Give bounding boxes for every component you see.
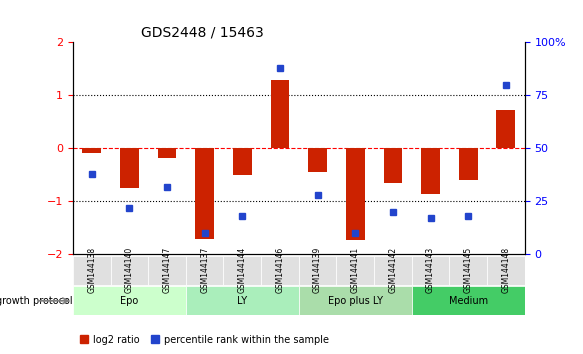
Text: GDS2448 / 15463: GDS2448 / 15463 (141, 26, 264, 40)
Text: GSM144145: GSM144145 (463, 247, 473, 293)
Text: Epo: Epo (120, 296, 139, 306)
FancyBboxPatch shape (487, 256, 525, 285)
FancyBboxPatch shape (186, 286, 299, 315)
FancyBboxPatch shape (412, 286, 525, 315)
Text: Medium: Medium (449, 296, 488, 306)
FancyBboxPatch shape (374, 256, 412, 285)
Text: GSM144139: GSM144139 (313, 247, 322, 293)
Bar (497, 110, 515, 148)
Text: LY: LY (237, 296, 247, 306)
Text: GSM144142: GSM144142 (388, 247, 398, 293)
Bar (271, 80, 289, 148)
Bar (308, 148, 327, 172)
Text: GSM144137: GSM144137 (200, 247, 209, 293)
Text: GSM144143: GSM144143 (426, 247, 435, 293)
FancyBboxPatch shape (148, 256, 186, 285)
Bar (421, 148, 440, 194)
Text: GSM144141: GSM144141 (351, 247, 360, 293)
FancyBboxPatch shape (186, 256, 223, 285)
Text: GSM144146: GSM144146 (275, 247, 285, 293)
Text: Epo plus LY: Epo plus LY (328, 296, 383, 306)
FancyBboxPatch shape (261, 256, 299, 285)
Legend: log2 ratio, percentile rank within the sample: log2 ratio, percentile rank within the s… (75, 331, 333, 349)
FancyBboxPatch shape (336, 256, 374, 285)
Text: GSM144147: GSM144147 (163, 247, 171, 293)
FancyBboxPatch shape (223, 256, 261, 285)
Bar (157, 148, 177, 158)
Bar (120, 148, 139, 188)
Text: GSM144140: GSM144140 (125, 247, 134, 293)
FancyBboxPatch shape (111, 256, 148, 285)
Bar (233, 148, 252, 175)
Text: GSM144138: GSM144138 (87, 247, 96, 293)
Bar (346, 148, 365, 240)
Text: GSM144148: GSM144148 (501, 247, 510, 293)
Bar (195, 148, 214, 239)
FancyBboxPatch shape (412, 256, 449, 285)
Bar (459, 148, 477, 180)
Bar (82, 148, 101, 153)
Text: growth protocol: growth protocol (0, 296, 73, 306)
Bar (384, 148, 402, 183)
FancyBboxPatch shape (449, 256, 487, 285)
FancyBboxPatch shape (73, 256, 111, 285)
FancyBboxPatch shape (299, 286, 412, 315)
FancyBboxPatch shape (73, 286, 186, 315)
FancyBboxPatch shape (299, 256, 336, 285)
Text: GSM144144: GSM144144 (238, 247, 247, 293)
